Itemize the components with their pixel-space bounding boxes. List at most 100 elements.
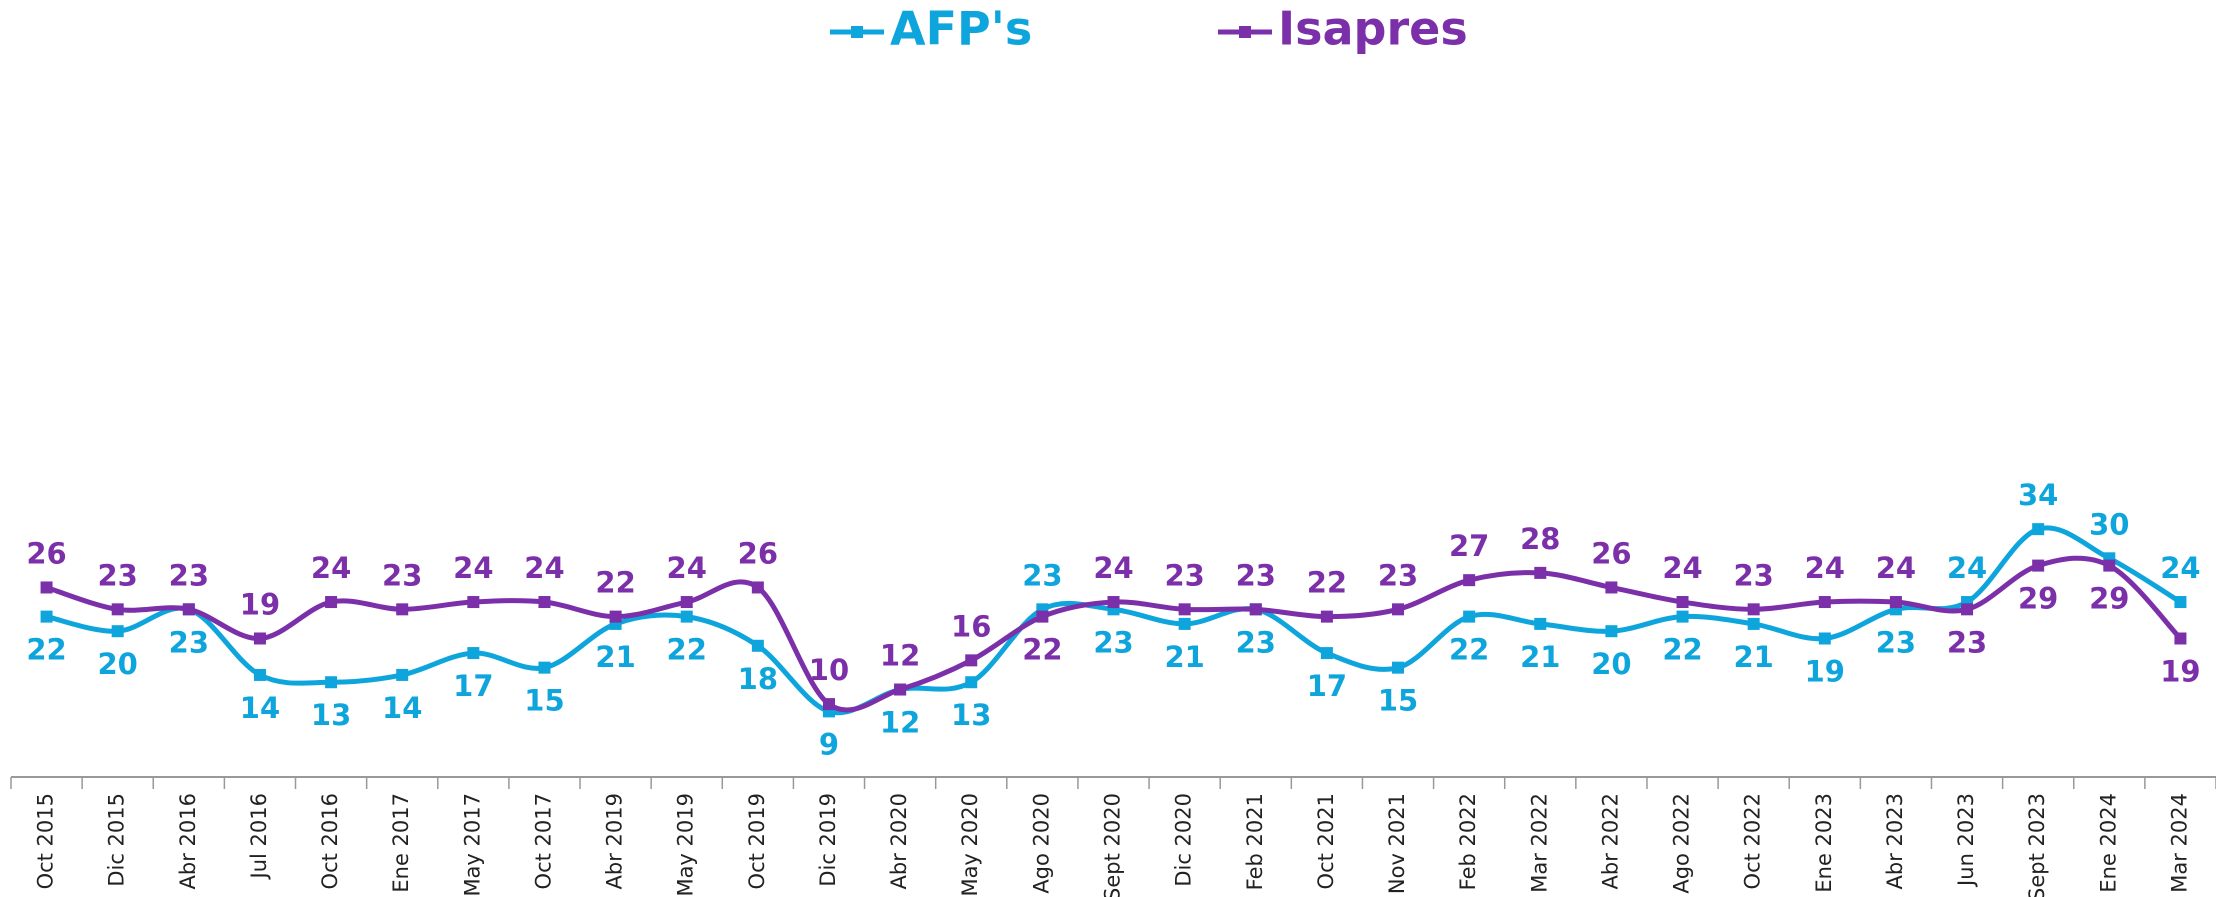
data-label: 30 — [2089, 507, 2129, 541]
x-tick-label: Oct 2021 — [1314, 793, 1338, 889]
data-label: 17 — [453, 669, 493, 703]
data-label: 15 — [524, 684, 564, 718]
x-tick-label: May 2017 — [460, 793, 484, 897]
data-label: 29 — [2018, 582, 2058, 616]
data-label: 23 — [1947, 625, 1987, 659]
data-label: 23 — [1236, 558, 1276, 592]
point — [2174, 632, 2187, 645]
x-tick-label: Oct 2017 — [531, 793, 555, 889]
x-tick-label: May 2019 — [674, 793, 698, 897]
data-label: 19 — [2160, 654, 2200, 688]
point — [1036, 610, 1049, 623]
point — [1605, 625, 1618, 638]
x-tick-label: Dic 2020 — [1172, 793, 1196, 887]
data-label: 23 — [1236, 625, 1276, 659]
data-label: 29 — [2089, 582, 2129, 616]
legend-marker — [1239, 26, 1251, 38]
data-label: 22 — [667, 633, 707, 667]
data-label: 23 — [169, 625, 209, 659]
point — [822, 698, 835, 711]
data-label: 24 — [2160, 551, 2200, 585]
x-tick-label: Feb 2021 — [1243, 793, 1267, 890]
point — [1463, 610, 1476, 623]
data-label: 13 — [311, 698, 351, 732]
point — [325, 676, 338, 689]
x-tick-label: Ago 2022 — [1670, 793, 1694, 894]
x-tick-label: Abr 2023 — [1883, 793, 1907, 889]
data-label: 22 — [26, 633, 66, 667]
x-tick-label: Oct 2016 — [318, 793, 342, 889]
point — [1463, 574, 1476, 587]
data-label: 24 — [1093, 551, 1133, 585]
point — [680, 596, 693, 609]
data-label: 22 — [1022, 633, 1062, 667]
data-label: 10 — [809, 653, 849, 687]
legend-label: AFP's — [890, 2, 1032, 56]
data-label: 24 — [1805, 551, 1845, 585]
data-label: 34 — [2018, 478, 2058, 512]
point — [1107, 596, 1120, 609]
point — [1747, 617, 1760, 630]
data-label: 18 — [738, 662, 778, 696]
data-label: 26 — [1591, 536, 1631, 570]
data-label: 24 — [524, 551, 564, 585]
point — [396, 603, 409, 616]
legend-marker — [851, 26, 863, 38]
point — [1320, 610, 1333, 623]
point — [1534, 566, 1547, 579]
data-label: 23 — [1733, 558, 1773, 592]
point — [1178, 617, 1191, 630]
data-label: 28 — [1520, 522, 1560, 556]
data-label: 24 — [1876, 551, 1916, 585]
data-label: 12 — [880, 706, 920, 740]
point — [609, 610, 622, 623]
point — [111, 603, 124, 616]
point — [1818, 632, 1831, 645]
x-tick-label: Abr 2022 — [1598, 793, 1622, 889]
point — [396, 668, 409, 681]
data-label: 9 — [819, 727, 839, 761]
data-label: 24 — [453, 551, 493, 585]
data-label: 23 — [98, 558, 138, 592]
point — [1534, 617, 1547, 630]
x-tick-label: Dic 2015 — [105, 793, 129, 887]
point — [1605, 581, 1618, 594]
data-label: 12 — [880, 639, 920, 673]
data-label: 16 — [951, 609, 991, 643]
x-tick-label: Mar 2022 — [1527, 793, 1551, 893]
data-label: 24 — [311, 551, 351, 585]
point — [680, 610, 693, 623]
x-tick-label: Abr 2016 — [176, 793, 200, 889]
data-label: 22 — [1307, 566, 1347, 600]
point — [1320, 647, 1333, 660]
data-label: 21 — [595, 640, 635, 674]
data-label: 24 — [1662, 551, 1702, 585]
x-tick-label: Ene 2017 — [389, 793, 413, 893]
data-label: 27 — [1449, 529, 1489, 563]
x-tick-label: Dic 2019 — [816, 793, 840, 887]
x-tick-label: Oct 2022 — [1741, 793, 1765, 889]
x-tick-label: Jun 2023 — [1954, 793, 1978, 888]
data-label: 24 — [667, 551, 707, 585]
data-label: 26 — [26, 536, 66, 570]
legend-label: Isapres — [1278, 2, 1468, 56]
data-label: 19 — [240, 587, 280, 621]
point — [1676, 596, 1689, 609]
point — [40, 610, 53, 623]
point — [1392, 661, 1405, 674]
x-tick-label: Feb 2022 — [1456, 793, 1480, 890]
point — [253, 668, 266, 681]
data-label: 20 — [98, 647, 138, 681]
point — [538, 596, 551, 609]
data-label: 26 — [738, 536, 778, 570]
point — [182, 603, 195, 616]
point — [2174, 596, 2187, 609]
data-label: 23 — [382, 558, 422, 592]
point — [751, 639, 764, 652]
point — [1249, 603, 1262, 616]
x-tick-label: Ene 2023 — [1812, 793, 1836, 893]
data-label: 19 — [1805, 654, 1845, 688]
point — [538, 661, 551, 674]
point — [111, 625, 124, 638]
